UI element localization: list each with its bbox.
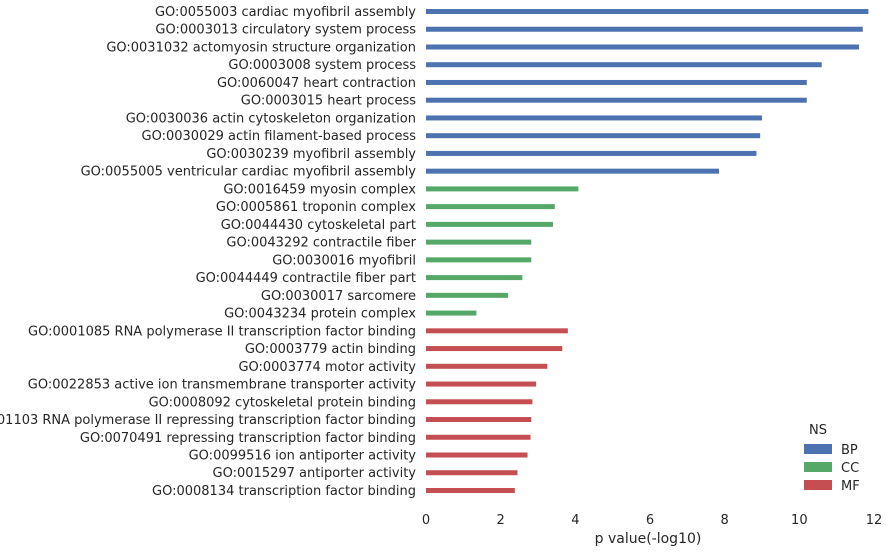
legend-label-bp: BP [841,443,858,458]
legend-swatch-bp [804,444,832,454]
category-label: GO:0030017 sarcomere [261,289,416,304]
category-label: GO:0030016 myofibril [272,253,416,268]
x-tick-label: 12 [866,513,883,528]
category-label: GO:0031032 actomyosin structure organiza… [106,40,416,55]
category-label: GO:0003774 motor activity [238,360,416,375]
bar-cc [426,275,523,281]
bar-mf [426,381,537,387]
bar-bp [426,44,860,50]
x-tick-label: 4 [571,513,579,528]
bar-cc [426,310,477,316]
bar-cc [426,292,509,298]
bars-group [426,9,869,493]
category-label: GO:0015297 antiporter activity [213,466,417,481]
category-label: GO:0044449 contractile fiber part [196,271,416,286]
legend-title: NS [809,423,827,438]
bar-mf [426,452,528,458]
category-label: GO:0003013 circulatory system process [155,23,416,38]
bar-cc [426,186,579,192]
bar-mf [426,487,515,493]
category-label: GO:0070491 repressing transcription fact… [80,431,416,446]
legend-swatch-mf [804,480,832,490]
category-label: GO:0008134 transcription factor binding [152,484,416,499]
x-tick-label: 6 [646,513,654,528]
bar-bp [426,168,720,174]
bar-bp [426,9,869,14]
bar-bp [426,79,807,85]
bar-bp [426,115,762,121]
category-label: GO:0055003 cardiac myofibril assembly [155,5,416,20]
category-label: GO:0001103 RNA polymerase II repressing … [0,413,416,428]
bar-mf [426,346,563,352]
bar-mf [426,363,548,369]
legend-label-mf: MF [841,479,860,494]
category-label: GO:0003779 actin binding [245,342,416,357]
x-tick-label: 0 [422,513,430,528]
bar-cc [426,221,553,227]
category-label: GO:0099516 ion antiporter activity [189,449,417,464]
category-label: GO:0022853 active ion transmembrane tran… [28,378,417,393]
bar-bp [426,97,807,103]
bar-mf [426,470,518,476]
bar-bp [426,26,863,32]
x-tick-label: 8 [721,513,729,528]
bar-cc [426,204,555,210]
category-label: GO:0043292 contractile fiber [226,236,416,251]
bar-bp [426,133,761,139]
x-tick-label: 2 [497,513,505,528]
category-label: GO:0043234 protein complex [224,307,416,322]
bar-mf [426,434,531,440]
category-label: GO:0001085 RNA polymerase II transcripti… [28,324,416,339]
bar-bp [426,150,757,156]
x-tick-label: 10 [791,513,808,528]
category-label: GO:0060047 heart contraction [217,76,416,91]
category-label: GO:0016459 myosin complex [223,182,416,197]
category-label: GO:0030239 myofibril assembly [206,147,416,162]
category-labels-group: GO:0055003 cardiac myofibril assembly GO:… [0,5,417,499]
category-label: GO:0030029 actin filament-based process [142,129,417,144]
category-label: GO:0055005 ventricular cardiac myofibril… [81,165,417,180]
bar-mf [426,328,568,334]
bar-cc [426,257,532,263]
category-label: GO:0008092 cytoskeletal protein binding [149,395,416,410]
x-tick-labels-group: 0 2 4 6 8 10 12 [422,513,882,528]
category-label: GO:0003008 system process [228,58,416,73]
category-label: GO:0005861 troponin complex [216,200,416,215]
category-label: GO:0044430 cytoskeletal part [221,218,416,233]
category-label: GO:0003015 heart process [241,94,416,109]
bar-bp [426,62,822,68]
category-label: GO:0030036 actin cytoskeleton organizati… [126,111,416,126]
legend: NS BP CC MF [804,423,860,494]
bar-mf [426,417,532,423]
bar-mf [426,399,533,405]
x-axis-label: p value(-log10) [595,531,702,547]
legend-swatch-cc [804,462,832,472]
legend-label-cc: CC [841,461,859,476]
bar-cc [426,239,532,245]
